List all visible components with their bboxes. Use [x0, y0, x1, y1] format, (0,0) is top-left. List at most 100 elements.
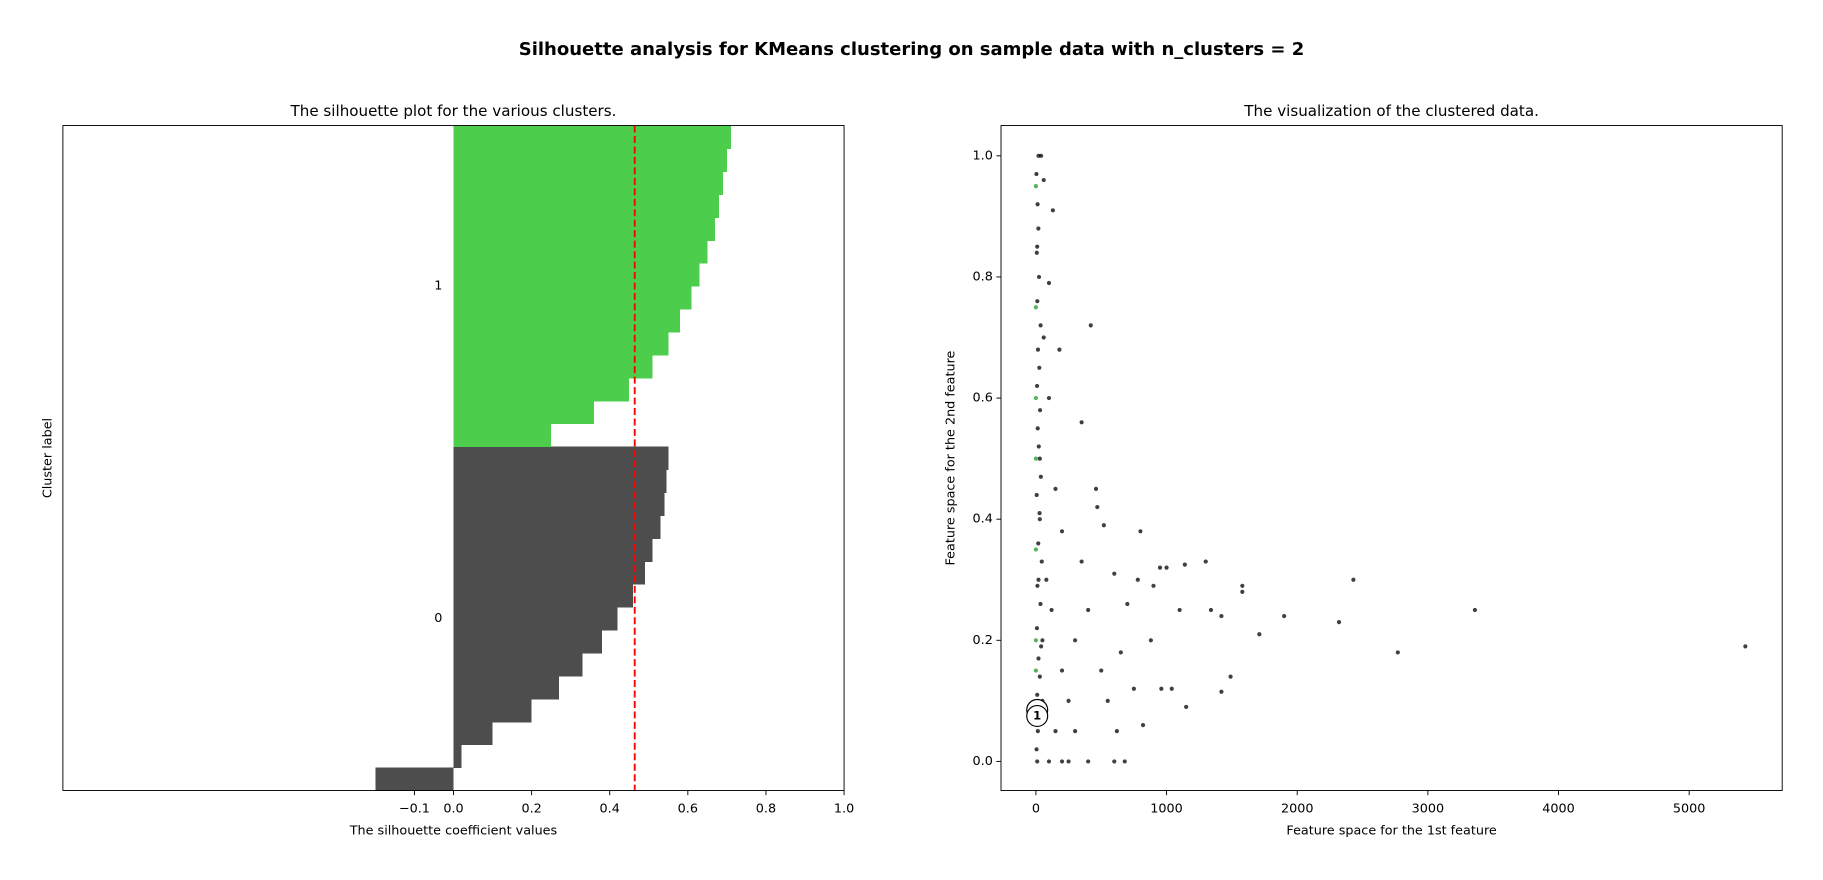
point — [1035, 347, 1041, 352]
point — [1034, 171, 1039, 177]
point — [1046, 280, 1052, 286]
point — [1125, 601, 1130, 607]
silhouette-bar — [453, 721, 493, 746]
point — [1036, 444, 1041, 449]
point — [1059, 668, 1065, 673]
cluster-label: 0 — [434, 611, 442, 626]
point — [1035, 244, 1040, 249]
silhouette-bar — [453, 354, 653, 379]
point — [1033, 668, 1038, 673]
point — [1039, 559, 1044, 564]
point — [1203, 559, 1208, 564]
point — [1033, 638, 1038, 643]
point — [1033, 305, 1038, 310]
point — [1184, 704, 1189, 710]
x-tick-label: 1000 — [1150, 802, 1183, 817]
point — [1037, 511, 1042, 516]
silhouette-bar — [453, 698, 532, 723]
y-tick-label: 0.8 — [973, 269, 993, 284]
point — [1033, 184, 1038, 189]
point — [1049, 607, 1054, 613]
point — [1046, 395, 1052, 401]
point — [1038, 474, 1043, 479]
silhouette-bar — [375, 767, 454, 792]
point — [1035, 759, 1040, 764]
x-tick-label: 0.8 — [756, 802, 776, 817]
silhouette-bar — [453, 263, 700, 287]
silhouette-bar — [453, 652, 583, 677]
point — [1059, 759, 1065, 764]
point — [1053, 729, 1058, 734]
silhouette-bar — [453, 308, 681, 333]
point — [1151, 583, 1156, 588]
point — [1044, 577, 1049, 582]
point — [1073, 638, 1078, 643]
silhouette-bar — [453, 331, 669, 356]
point — [1035, 299, 1040, 304]
x-tick-label: 1.0 — [834, 802, 854, 817]
x-tick-label: 5000 — [1673, 802, 1706, 817]
silhouette-bar — [453, 515, 661, 539]
point — [1036, 226, 1041, 231]
axes-frame — [62, 125, 845, 791]
center-label: 1 — [1033, 709, 1041, 723]
point — [1034, 383, 1040, 389]
x-axis-label: Feature space for the 1st feature — [1286, 824, 1496, 839]
x-tick-label: 4000 — [1542, 802, 1575, 817]
point — [1040, 638, 1045, 643]
silhouette-bar — [453, 584, 634, 608]
silhouette-bar — [453, 171, 723, 195]
silhouette-bar — [453, 744, 462, 769]
point — [1177, 607, 1182, 613]
point — [1219, 613, 1224, 619]
point — [1086, 759, 1091, 764]
y-tick-label: 0.6 — [973, 391, 993, 406]
silhouette-bar — [453, 469, 667, 493]
point — [1095, 504, 1100, 510]
point — [1395, 650, 1400, 655]
point — [1037, 456, 1042, 461]
silhouette-bar — [453, 675, 559, 700]
point — [1036, 656, 1041, 661]
point — [1073, 729, 1078, 734]
point — [1219, 689, 1224, 694]
point — [1034, 250, 1039, 255]
point — [1099, 668, 1104, 673]
point — [1240, 583, 1245, 588]
point — [1034, 626, 1040, 631]
point — [1066, 759, 1071, 764]
point — [1059, 529, 1065, 534]
point — [1034, 747, 1039, 752]
x-tick-label: 0.0 — [443, 802, 463, 817]
point — [1112, 571, 1117, 576]
point — [1036, 153, 1041, 158]
x-tick-label: 0 — [1032, 802, 1040, 817]
point — [1240, 589, 1245, 594]
point — [1135, 577, 1140, 582]
point — [1118, 650, 1123, 655]
point — [1057, 347, 1062, 352]
silhouette-bar — [453, 217, 716, 241]
point — [1086, 607, 1091, 613]
x-axis-label: The silhouette coefficient values — [349, 824, 558, 839]
point — [1050, 208, 1055, 213]
cluster-center — [1026, 704, 1049, 728]
point — [1035, 426, 1040, 431]
silhouette-bar — [453, 148, 727, 172]
point — [1037, 517, 1042, 522]
point — [1257, 632, 1262, 637]
point — [1034, 492, 1039, 498]
point — [1140, 722, 1146, 728]
point — [1035, 583, 1040, 588]
point — [1037, 365, 1042, 370]
point — [1046, 759, 1052, 764]
point — [1093, 486, 1099, 491]
point — [1182, 562, 1187, 567]
point — [1033, 456, 1038, 461]
x-tick-label: 0.2 — [521, 802, 541, 817]
point — [1035, 202, 1040, 207]
point — [1041, 335, 1046, 340]
point — [1039, 644, 1044, 649]
